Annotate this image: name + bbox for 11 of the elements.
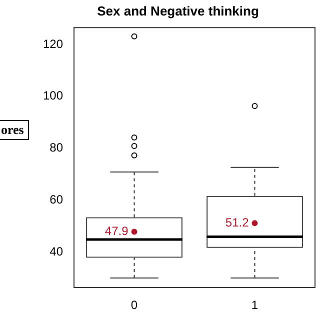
y-tick-label: 80 xyxy=(50,140,64,155)
y-tick-label: 100 xyxy=(42,88,64,103)
chart-title: Sex and Negative thinking xyxy=(97,3,259,18)
y-tick-label: 40 xyxy=(50,244,64,259)
y-tick-label: 120 xyxy=(42,36,64,51)
data-label: 51.2 xyxy=(225,215,250,230)
y-tick-label: 60 xyxy=(50,192,64,207)
data-label: 47.9 xyxy=(104,224,129,238)
x-tick-label: 0 xyxy=(130,298,138,312)
x-tick-label: 1 xyxy=(251,298,258,312)
text: ores xyxy=(0,120,29,140)
